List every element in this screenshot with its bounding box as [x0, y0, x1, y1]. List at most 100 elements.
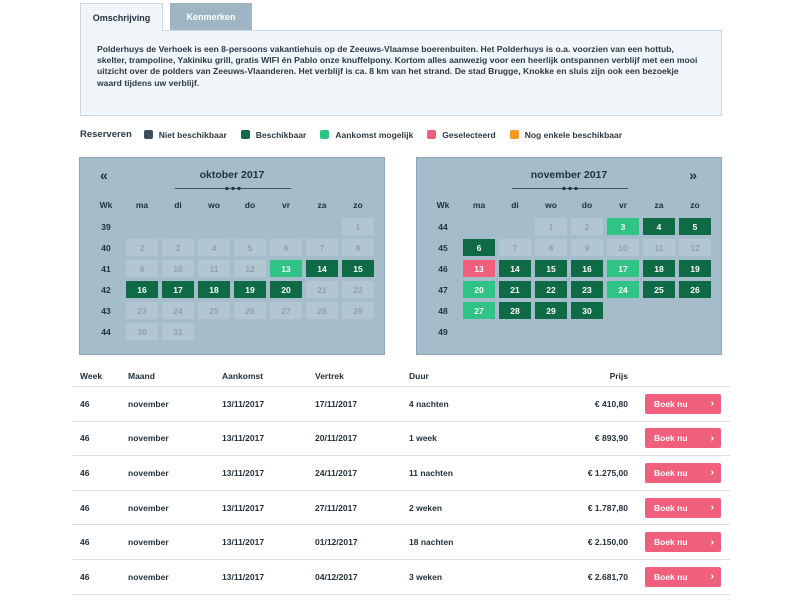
- table-row: 46 november 13/11/2017 24/11/2017 11 nachten…: [72, 456, 730, 491]
- chevron-right-icon: ›: [710, 467, 714, 479]
- calendar-day: 30: [126, 323, 158, 340]
- book-now-button[interactable]: Boek nu ›: [645, 497, 721, 518]
- calendar-day[interactable]: 19: [679, 260, 711, 277]
- calendar-day: 2: [571, 218, 603, 235]
- legend-label: Niet beschikbaar: [158, 129, 227, 140]
- cell-vertrek: 27/11/2017: [315, 502, 358, 513]
- calendar-day[interactable]: 14: [499, 260, 531, 277]
- calendar-day: 26: [234, 302, 266, 319]
- book-now-button[interactable]: Boek nu ›: [645, 393, 721, 414]
- cell-aankomst: 13/11/2017: [222, 571, 265, 582]
- week-number: 48: [438, 306, 448, 316]
- calendar-day[interactable]: 13: [270, 260, 302, 277]
- cell-week: 46: [80, 571, 90, 582]
- tab-bar: Omschrijving Kenmerken: [80, 3, 259, 31]
- weekday-header: di: [174, 200, 182, 210]
- calendar-day[interactable]: 15: [535, 260, 567, 277]
- book-now-label: Boek nu: [654, 433, 688, 444]
- book-now-button[interactable]: Boek nu ›: [645, 566, 721, 587]
- calendar-day: 9: [126, 260, 158, 277]
- legend-title: Reserveren: [80, 129, 132, 140]
- calendar-day: 31: [162, 323, 194, 340]
- weekday-header: di: [511, 200, 519, 210]
- tab-omschrijving[interactable]: Omschrijving: [80, 3, 163, 31]
- weekday-header: do: [244, 200, 256, 210]
- cell-vertrek: 17/11/2017: [315, 398, 358, 409]
- cell-prijs: € 2.681,70: [587, 571, 628, 582]
- calendar-title: oktober 2017: [199, 169, 265, 181]
- calendar-day: 25: [198, 302, 230, 319]
- week-number: 44: [438, 222, 448, 232]
- calendar-day: 1: [535, 218, 567, 235]
- calendar-day[interactable]: 17: [607, 260, 639, 277]
- prev-month-icon[interactable]: «: [100, 167, 108, 183]
- cell-aankomst: 13/11/2017: [222, 398, 265, 409]
- calendar-day[interactable]: 15: [342, 260, 374, 277]
- chevron-right-icon: ›: [710, 432, 714, 444]
- calendar-day[interactable]: 22: [535, 281, 567, 298]
- calendar-day[interactable]: 25: [643, 281, 675, 298]
- calendar-day[interactable]: 6: [463, 239, 495, 256]
- book-now-button[interactable]: Boek nu ›: [645, 462, 721, 483]
- legend-item: Beschikbaar: [240, 130, 306, 140]
- cell-maand: november: [128, 433, 169, 444]
- cell-week: 46: [80, 502, 90, 513]
- cell-week: 46: [80, 433, 90, 444]
- tab-kenmerken[interactable]: Kenmerken: [170, 3, 252, 30]
- cell-maand: november: [128, 502, 169, 513]
- calendar-day[interactable]: 5: [679, 218, 711, 235]
- calendar-day[interactable]: 20: [270, 281, 302, 298]
- calendar-day[interactable]: 24: [607, 281, 639, 298]
- calendar-day[interactable]: 20: [463, 281, 495, 298]
- calendar-day[interactable]: 27: [463, 302, 495, 319]
- cell-vertrek: 01/12/2017: [315, 537, 358, 548]
- calendar-day: 12: [679, 239, 711, 256]
- header-maand: Maand: [128, 371, 155, 381]
- calendar-day[interactable]: 4: [643, 218, 675, 235]
- calendar-day[interactable]: 29: [535, 302, 567, 319]
- weekday-header: ma: [472, 200, 486, 210]
- calendar-day: 5: [234, 239, 266, 256]
- calendar-day[interactable]: 21: [499, 281, 531, 298]
- calendar-day: 11: [198, 260, 230, 277]
- next-month-icon[interactable]: »: [689, 167, 697, 183]
- table-row: 46 november 13/11/2017 20/11/2017 1 week € 89…: [72, 422, 730, 457]
- book-now-button[interactable]: Boek nu ›: [645, 532, 721, 553]
- weekday-header: ma: [135, 200, 149, 210]
- calendar-day[interactable]: 17: [162, 281, 194, 298]
- calendar-title: november 2017: [530, 169, 608, 181]
- calendar-day[interactable]: 3: [607, 218, 639, 235]
- reservation-legend: Reserveren Niet beschikbaar Beschikbaar Aa…: [80, 129, 636, 140]
- calendar-day: 8: [342, 239, 374, 256]
- cell-prijs: € 1.787,80: [587, 502, 628, 513]
- calendar-day[interactable]: 14: [306, 260, 338, 277]
- calendar-day[interactable]: 13: [463, 260, 495, 277]
- week-number: 44: [101, 327, 111, 337]
- cell-duur: 1 week: [409, 433, 437, 444]
- weekday-header: Wk: [436, 200, 450, 210]
- calendar-day[interactable]: 30: [571, 302, 603, 319]
- week-number: 41: [101, 264, 111, 274]
- legend-swatch: [509, 130, 519, 139]
- calendar-day[interactable]: 23: [571, 281, 603, 298]
- book-now-button[interactable]: Boek nu ›: [645, 428, 721, 449]
- description-text: Polderhuys de Verhoek is een 8-persoons …: [97, 44, 698, 88]
- book-now-label: Boek nu: [654, 571, 688, 582]
- calendar-day[interactable]: 26: [679, 281, 711, 298]
- cell-aankomst: 13/11/2017: [222, 467, 265, 478]
- title-divider: [512, 186, 628, 191]
- calendar-day[interactable]: 18: [198, 281, 230, 298]
- calendar-day[interactable]: 18: [643, 260, 675, 277]
- legend-item: Niet beschikbaar: [143, 129, 227, 140]
- calendar-day[interactable]: 28: [499, 302, 531, 319]
- calendar-day[interactable]: 16: [126, 281, 158, 298]
- table-header: Week Maand Aankomst Vertrek Duur Prijs: [72, 367, 730, 387]
- cell-vertrek: 04/12/2017: [315, 571, 358, 582]
- cell-vertrek: 24/11/2017: [315, 467, 358, 478]
- calendar-day[interactable]: 19: [234, 281, 266, 298]
- calendar-day: 3: [162, 239, 194, 256]
- calendar-november: » november 2017 Wk ma di wo do vr za zo 44 1 2 3 4 5 4…: [416, 157, 722, 355]
- cell-prijs: € 2.150,00: [587, 537, 628, 548]
- calendar-day[interactable]: 16: [571, 260, 603, 277]
- cell-prijs: € 1.275,00: [587, 467, 628, 478]
